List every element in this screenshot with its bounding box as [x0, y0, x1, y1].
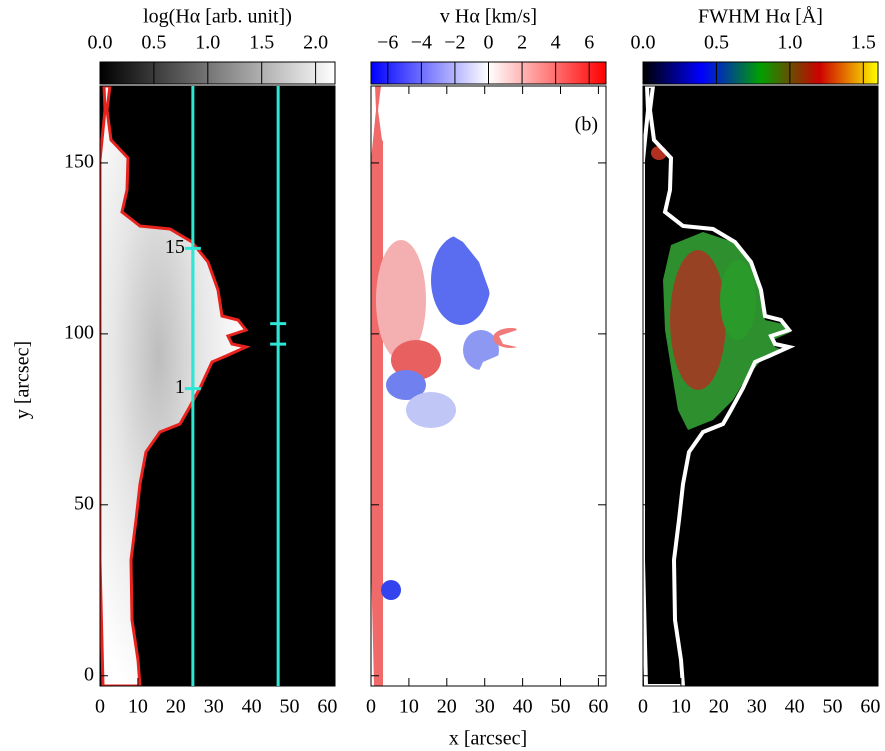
plot-frame — [642, 85, 879, 687]
colorbar-tick-label: 4 — [551, 32, 561, 54]
plot-frame — [370, 85, 607, 687]
colorbar-tick-label: 2 — [517, 32, 527, 54]
x-tick-label: 0 — [366, 696, 376, 718]
colorbar-tick-label: 0.0 — [88, 32, 113, 54]
colorbar-tick-label: 6 — [584, 32, 594, 54]
x-tick-label: 20 — [709, 696, 729, 718]
x-tick-label: 30 — [475, 696, 495, 718]
x-tick-label: 50 — [551, 696, 571, 718]
plot-frame — [99, 85, 336, 687]
panel-label: (c) — [848, 114, 870, 136]
x-tick-label: 30 — [204, 696, 224, 718]
colorbar-tick-label: 0 — [484, 32, 494, 54]
x-tick-label: 0 — [95, 696, 105, 718]
x-axis-label: x [arcsec] — [449, 728, 527, 750]
x-tick-label: 60 — [860, 696, 880, 718]
cut-end-label: 15 — [165, 236, 185, 258]
colorbar-tick-label: 1.5 — [249, 32, 274, 54]
x-tick-label: 40 — [513, 696, 533, 718]
x-tick-label: 60 — [317, 696, 337, 718]
colorbar-title: log(Hα [arb. unit]) — [143, 6, 292, 28]
x-tick-label: 60 — [588, 696, 608, 718]
panel-label: (a) — [305, 114, 327, 136]
cut-name: A — [210, 212, 225, 234]
x-tick-label: 40 — [785, 696, 805, 718]
cut-end-label: 1 — [175, 376, 185, 398]
colorbar — [642, 61, 879, 85]
cut-name: B — [291, 287, 304, 309]
colorbar-tick-label: 1.5 — [851, 32, 876, 54]
colorbar-tick-label: 0.0 — [631, 32, 656, 54]
y-tick-label: 100 — [64, 321, 94, 343]
cut-end-label: 1 — [290, 332, 300, 354]
colorbar-tick-label: −2 — [444, 32, 465, 54]
image-c — [643, 86, 878, 686]
x-tick-label: 20 — [166, 696, 186, 718]
cut-end-label: 11 — [290, 305, 309, 327]
x-tick-label: 50 — [823, 696, 843, 718]
colorbar-tick-label: 0.5 — [141, 32, 166, 54]
x-tick-label: 10 — [128, 696, 148, 718]
y-tick-label: 50 — [74, 492, 94, 514]
colorbar-title: v Hα [km/s] — [440, 6, 537, 28]
y-tick-label: 150 — [64, 151, 94, 173]
y-axis-label: y [arcsec] — [12, 341, 34, 419]
colorbar-tick-label: 2.0 — [303, 32, 328, 54]
x-tick-label: 10 — [399, 696, 419, 718]
x-tick-label: 30 — [747, 696, 767, 718]
image-b — [371, 86, 606, 686]
colorbar-tick-label: −6 — [377, 32, 398, 54]
x-tick-label: 10 — [671, 696, 691, 718]
x-tick-label: 40 — [242, 696, 262, 718]
x-tick-label: 50 — [280, 696, 300, 718]
colorbar — [99, 61, 336, 85]
image-a — [100, 86, 335, 686]
y-tick-label: 0 — [84, 663, 94, 685]
colorbar-tick-label: −4 — [411, 32, 432, 54]
panel-label: (b) — [575, 114, 598, 136]
x-tick-label: 0 — [638, 696, 648, 718]
x-tick-label: 20 — [437, 696, 457, 718]
colorbar-title: FWHM Hα [Å] — [698, 6, 823, 28]
colorbar-tick-label: 0.5 — [704, 32, 729, 54]
colorbar-tick-label: 1.0 — [777, 32, 802, 54]
colorbar-tick-label: 1.0 — [195, 32, 220, 54]
